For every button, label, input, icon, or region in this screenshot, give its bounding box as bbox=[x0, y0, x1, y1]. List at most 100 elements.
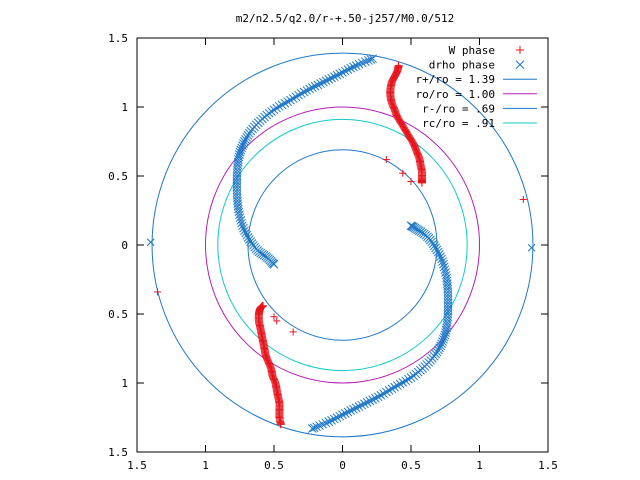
point-1-0-90 bbox=[244, 235, 254, 244]
point-1-0-52 bbox=[240, 137, 249, 146]
point-1-1-88 bbox=[433, 247, 443, 257]
point-1-1-28 bbox=[384, 386, 394, 395]
point-1-0-5 bbox=[354, 59, 364, 69]
point-1-0-8 bbox=[346, 63, 356, 73]
point-1-1-6 bbox=[324, 417, 334, 426]
x-tick-label-1: 1 bbox=[202, 459, 209, 472]
point-1-0-7 bbox=[349, 62, 358, 72]
isolated-point-1-1 bbox=[146, 238, 155, 247]
point-1-1-89 bbox=[432, 245, 442, 255]
isolated-point-0-4 bbox=[154, 288, 162, 296]
point-1-0-79 bbox=[234, 207, 244, 217]
circle-3 bbox=[217, 118, 468, 372]
point-1-0-54 bbox=[238, 141, 247, 150]
legend-label-5: rc/ro = .91 bbox=[422, 117, 495, 130]
point-1-1-27 bbox=[381, 387, 391, 397]
legend-label-0: W phase bbox=[449, 44, 495, 57]
legend-sample-1 bbox=[515, 60, 525, 69]
y-tick-label-1: 1 bbox=[121, 101, 128, 114]
legend-label-1: drho phase bbox=[429, 59, 495, 72]
point-1-1-3 bbox=[315, 421, 324, 430]
circle-0 bbox=[151, 52, 534, 438]
point-1-1-4 bbox=[318, 419, 328, 429]
point-1-1-82 bbox=[439, 262, 449, 272]
y-tick-label-0: 1.5 bbox=[108, 32, 128, 45]
point-1-1-36 bbox=[406, 373, 416, 382]
point-1-0-13 bbox=[332, 70, 342, 80]
point-1-0-12 bbox=[335, 69, 345, 79]
point-1-1-10 bbox=[335, 411, 345, 421]
point-1-1-84 bbox=[438, 257, 447, 266]
y-tick-label-5: 1 bbox=[121, 377, 128, 390]
point-1-0-51 bbox=[241, 134, 250, 144]
point-1-0-108 bbox=[269, 259, 279, 269]
x-tick-label-4: 0.5 bbox=[401, 459, 421, 472]
point-1-1-87 bbox=[434, 249, 444, 259]
point-1-0-11 bbox=[338, 68, 347, 77]
point-1-0-29 bbox=[288, 94, 298, 103]
series-1-arm-1 bbox=[308, 221, 453, 433]
series-0-arm-0 bbox=[386, 61, 427, 187]
isolated-point-0-5 bbox=[270, 313, 278, 321]
point-1-1-16 bbox=[351, 403, 361, 413]
point-1-1-7 bbox=[327, 415, 336, 425]
point-1-0-14 bbox=[329, 72, 339, 81]
point-1-1-90 bbox=[431, 243, 441, 253]
point-1-1-53 bbox=[437, 339, 446, 349]
point-1-1-86 bbox=[436, 252, 445, 262]
series-0-arm-1 bbox=[254, 301, 285, 429]
point-1-1-50 bbox=[433, 345, 443, 355]
point-0-1-108 bbox=[259, 301, 268, 310]
point-1-1-51 bbox=[435, 343, 444, 353]
isolated-point-0-3 bbox=[519, 195, 527, 203]
x-tick-label-2: 0.5 bbox=[264, 459, 284, 472]
point-1-0-30 bbox=[286, 95, 295, 105]
point-1-1-20 bbox=[362, 398, 372, 407]
point-1-1-15 bbox=[349, 404, 358, 414]
point-1-1-11 bbox=[338, 410, 347, 420]
point-1-0-15 bbox=[327, 73, 336, 83]
point-1-0-78 bbox=[234, 204, 243, 214]
point-1-1-13 bbox=[343, 407, 353, 417]
point-1-1-5 bbox=[321, 418, 331, 428]
point-0-0-108 bbox=[417, 178, 426, 187]
x-tick-label-6: 1.5 bbox=[538, 459, 558, 472]
point-1-1-78 bbox=[442, 273, 451, 283]
point-1-0-9 bbox=[343, 65, 353, 75]
point-1-1-32 bbox=[395, 379, 405, 389]
point-1-0-82 bbox=[236, 216, 246, 225]
point-1-1-25 bbox=[376, 390, 386, 400]
point-1-0-83 bbox=[237, 218, 246, 228]
point-1-0-10 bbox=[340, 66, 350, 76]
point-1-1-2 bbox=[312, 422, 321, 432]
point-1-0-50 bbox=[242, 132, 252, 142]
point-1-0-36 bbox=[269, 105, 279, 115]
point-1-1-80 bbox=[441, 268, 450, 277]
point-1-1-29 bbox=[387, 384, 397, 394]
point-1-1-83 bbox=[439, 259, 448, 269]
point-1-0-35 bbox=[272, 103, 281, 113]
point-1-0-1 bbox=[366, 55, 376, 64]
isolated-point-0-7 bbox=[289, 328, 297, 336]
circle-1 bbox=[205, 106, 480, 384]
point-1-1-24 bbox=[373, 392, 383, 402]
point-1-1-35 bbox=[404, 374, 413, 384]
point-1-1-21 bbox=[365, 396, 375, 406]
legend-label-3: ro/ro = 1.00 bbox=[416, 88, 495, 101]
x-tick-label-5: 1 bbox=[476, 459, 483, 472]
point-1-0-31 bbox=[283, 97, 293, 107]
point-1-1-30 bbox=[390, 382, 399, 392]
point-1-1-17 bbox=[354, 402, 364, 411]
point-1-0-17 bbox=[321, 76, 331, 86]
point-1-0-16 bbox=[324, 75, 334, 84]
point-1-0-32 bbox=[280, 98, 290, 108]
point-1-0-87 bbox=[241, 228, 251, 238]
y-tick-label-3: 0 bbox=[121, 239, 128, 252]
data-points bbox=[146, 54, 536, 433]
point-1-0-85 bbox=[239, 223, 248, 233]
point-1-0-2 bbox=[364, 56, 373, 65]
reference-circles bbox=[151, 52, 534, 438]
point-1-1-14 bbox=[346, 406, 356, 415]
